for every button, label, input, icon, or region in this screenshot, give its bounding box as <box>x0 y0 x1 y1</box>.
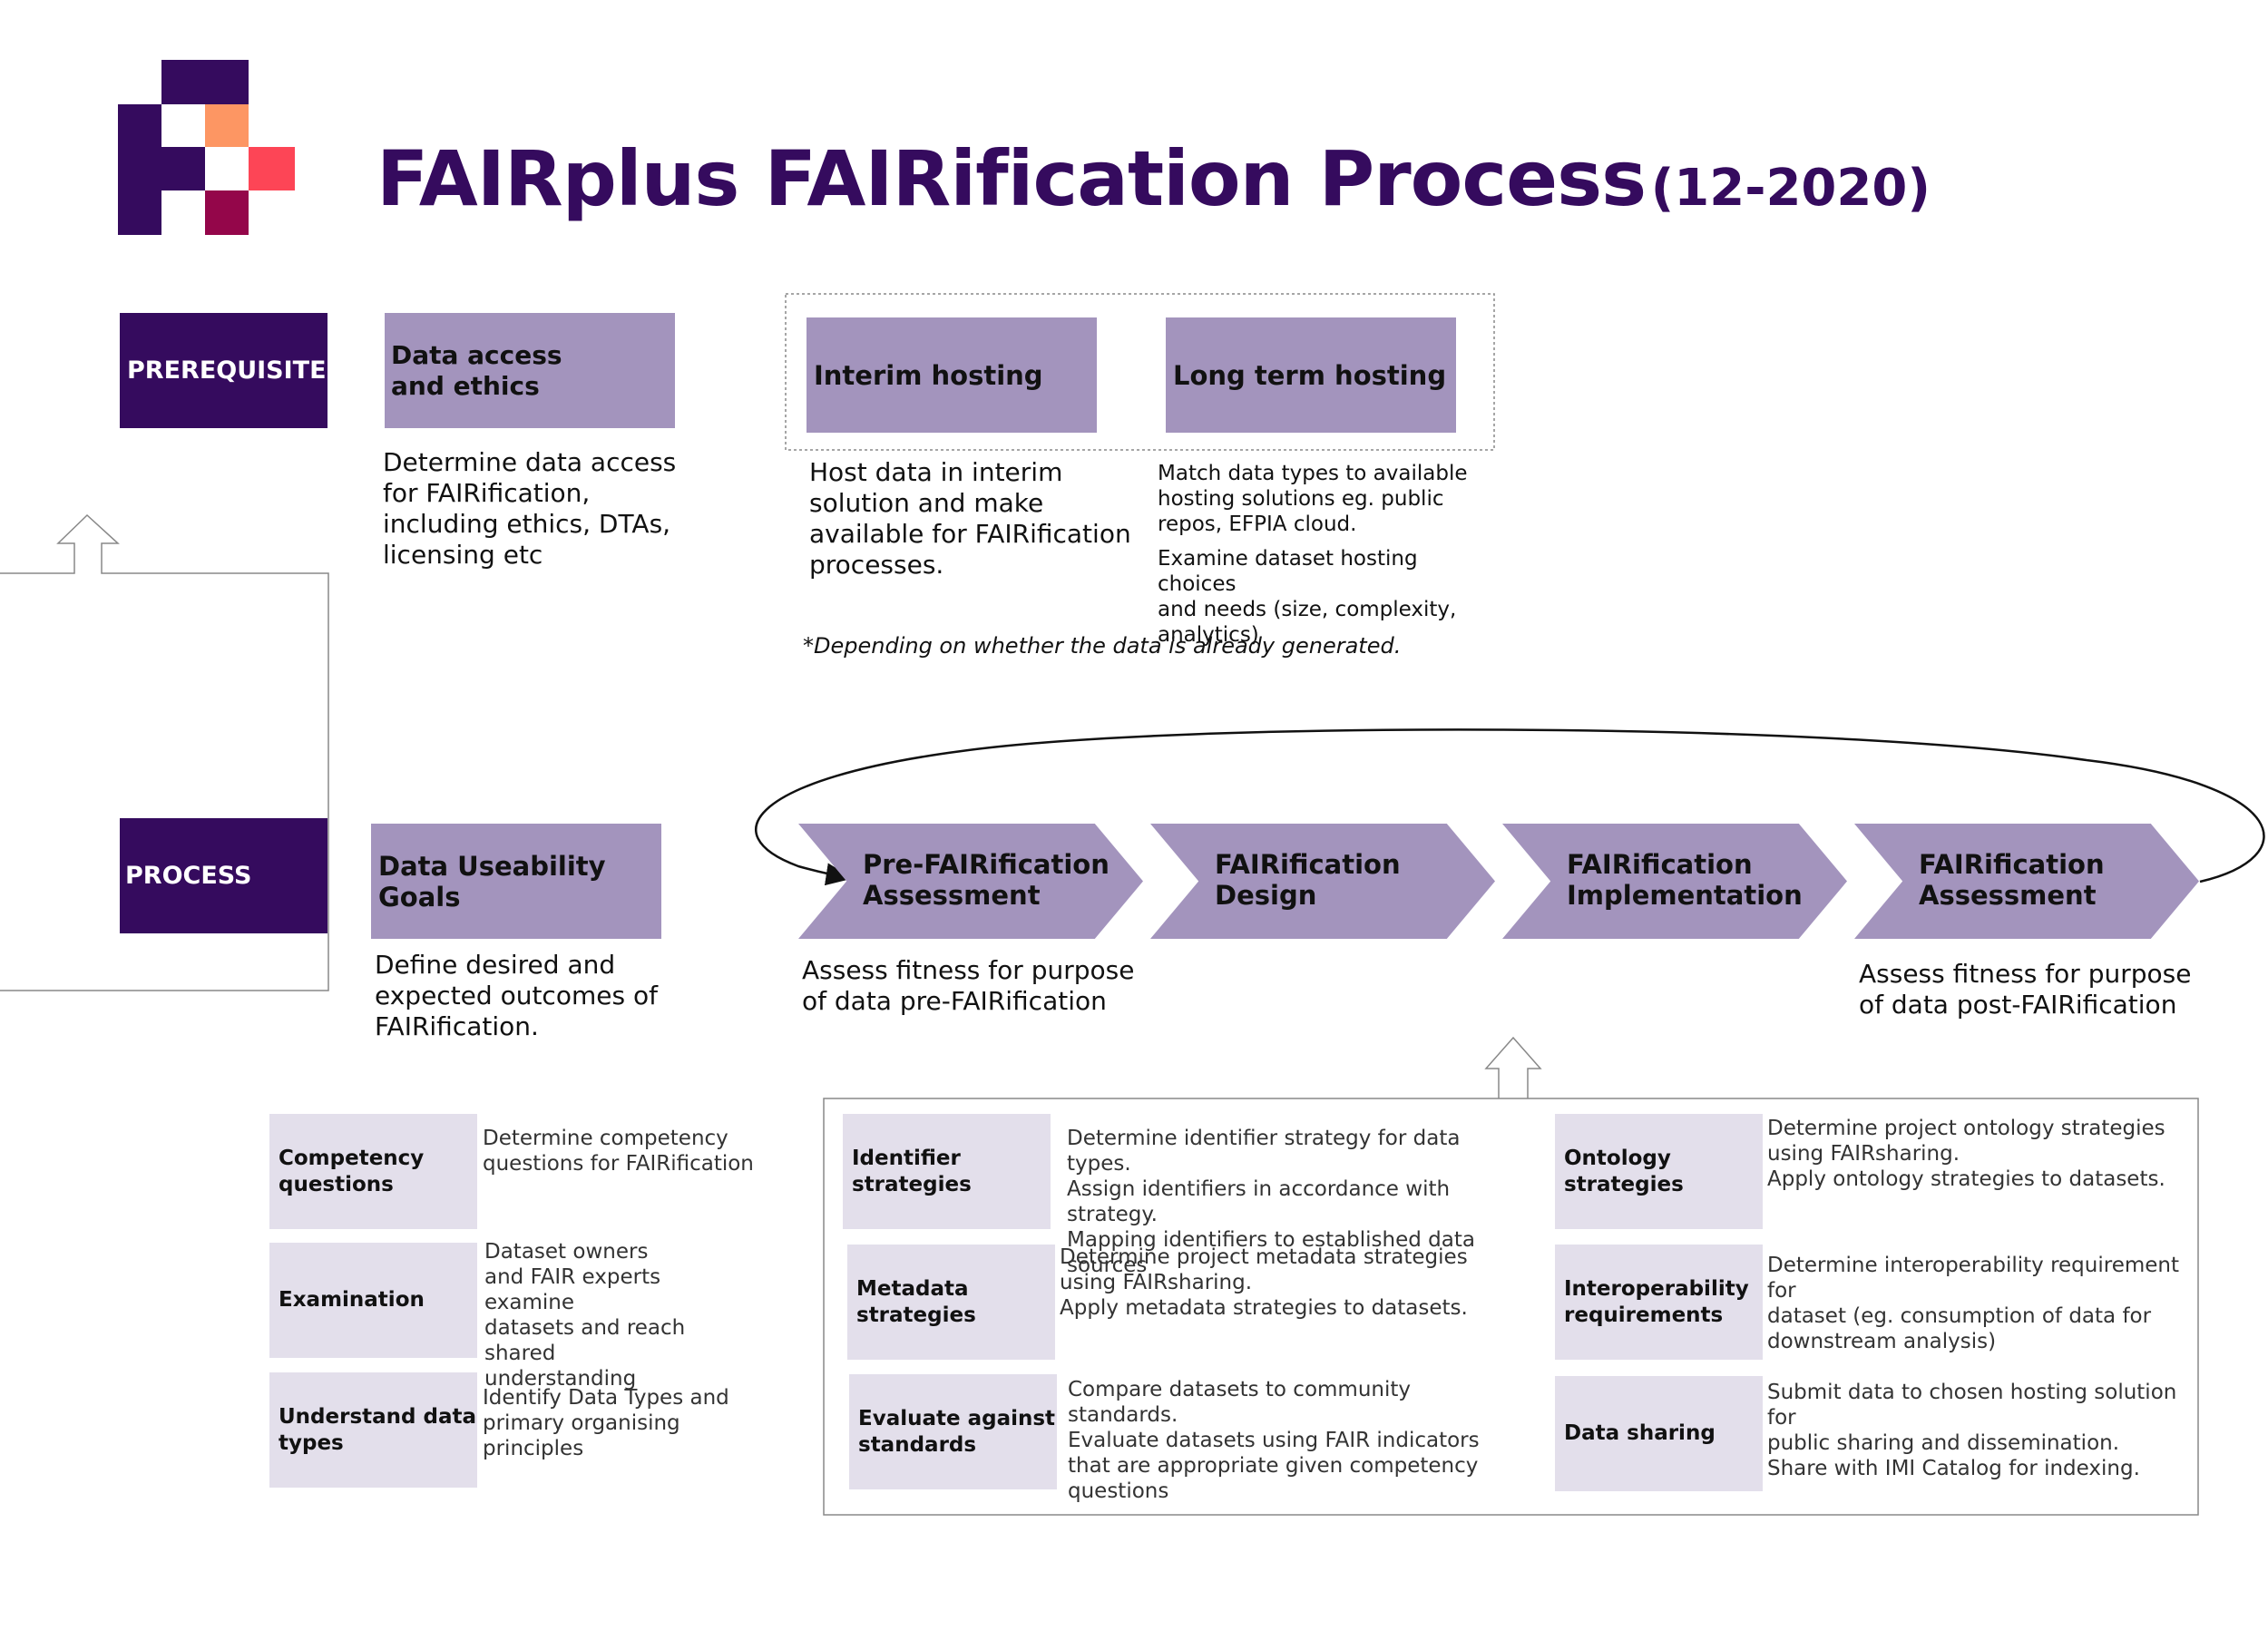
interoperability-requirements-title: Interoperability requirements <box>1564 1276 1749 1327</box>
hosting-group-border <box>785 293 1495 451</box>
process-label: PROCESS <box>120 818 327 933</box>
post-assessment-desc: Assess fitness for purpose of data post-… <box>1859 959 2192 1020</box>
fairplus-logo <box>118 60 295 235</box>
identifier-strategies-desc: Determine identifier strategy for data t… <box>1067 1127 1475 1277</box>
understand-data-types-title: Understand data types <box>279 1404 477 1455</box>
pre-assessment-desc: Assess fitness for purpose of data pre-F… <box>802 955 1135 1016</box>
step-fairification-assessment <box>1854 824 2199 939</box>
evaluate-against-standards-title: Evaluate against standards <box>858 1406 1056 1457</box>
interim-hosting-desc: Host data in interim solution and make a… <box>809 457 1131 580</box>
data-sharing-title: Data sharing <box>1564 1421 1716 1445</box>
evaluate-against-standards-box: Evaluate against standards <box>849 1374 1057 1489</box>
page-title: FAIRplus FAIRification Process (12-2020) <box>376 134 1931 223</box>
data-useability-goals-box: Data Useability Goals <box>371 824 661 939</box>
title-main: FAIRplus FAIRification Process <box>376 134 1647 223</box>
metadata-strategies-box: Metadata strategies <box>847 1245 1055 1360</box>
logo-block-red <box>249 147 295 190</box>
ontology-strategies-title: Ontology strategies <box>1564 1146 1684 1196</box>
examination-box: Examination <box>269 1243 477 1358</box>
step-fairification-implementation <box>1502 824 1847 939</box>
step-fairification-assessment-label: FAIRification Assessment <box>1919 849 2105 911</box>
understand-data-types-desc: Identify Data Types and primary organisi… <box>483 1386 729 1460</box>
process-to-prerequisites-connector <box>0 513 329 991</box>
step-fairification-design-label: FAIRification Design <box>1215 849 1401 911</box>
identifier-strategies-title: Identifier strategies <box>852 1146 972 1196</box>
title-date: (12-2020) <box>1650 159 1931 218</box>
implementation-details-border <box>823 1098 2199 1516</box>
step-pre-fairification-assessment-label: Pre-FAIRification Assessment <box>863 849 1110 911</box>
prerequisites-label: PREREQUISITES <box>120 313 344 428</box>
data-sharing-desc: Submit data to chosen hosting solution f… <box>1767 1381 2177 1480</box>
interim-hosting-box: Interim hosting <box>807 317 1097 433</box>
step-fairification-design <box>1150 824 1495 939</box>
data-access-box: Data access and ethics <box>385 313 675 428</box>
implementation-up-arrow <box>1484 1036 1542 1098</box>
competency-questions-title: Competency questions <box>279 1146 425 1196</box>
understand-data-types-box: Understand data types <box>269 1372 477 1488</box>
interoperability-requirements-desc: Determine interoperability requirement f… <box>1767 1254 2180 1353</box>
logo-block-crimson <box>205 190 249 235</box>
logo-block-orange <box>205 104 249 147</box>
data-sharing-box: Data sharing <box>1555 1376 1763 1491</box>
evaluate-against-standards-desc: Compare datasets to community standards.… <box>1068 1378 1480 1503</box>
logo-block-mid <box>161 147 205 190</box>
metadata-strategies-title: Metadata strategies <box>856 1276 976 1327</box>
data-access-desc: Determine data access for FAIRification,… <box>383 447 677 570</box>
competency-questions-desc: Determine competency questions for FAIRi… <box>483 1127 754 1176</box>
competency-questions-box: Competency questions <box>269 1114 477 1229</box>
examination-title: Examination <box>279 1288 425 1312</box>
long-term-hosting-box: Long term hosting <box>1166 317 1456 433</box>
metadata-strategies-desc: Determine project metadata strategies us… <box>1060 1245 1468 1320</box>
step-fairification-implementation-label: FAIRification Implementation <box>1567 849 1803 911</box>
hosting-note: *Depending on whether the data is alread… <box>803 633 1402 659</box>
feedback-loop <box>755 728 2265 886</box>
interoperability-requirements-box: Interoperability requirements <box>1555 1245 1763 1360</box>
long-term-hosting-desc-1: Match data types to available hosting so… <box>1158 462 1468 536</box>
ontology-strategies-box: Ontology strategies <box>1555 1114 1763 1229</box>
identifier-strategies-box: Identifier strategies <box>843 1114 1051 1229</box>
step-pre-fairification-assessment <box>798 824 1143 939</box>
data-useability-goals-desc: Define desired and expected outcomes of … <box>375 950 658 1041</box>
examination-desc: Dataset owners and FAIR experts examine … <box>484 1240 686 1391</box>
long-term-hosting-desc-2: Examine dataset hosting choices and need… <box>1158 547 1457 647</box>
ontology-strategies-desc: Determine project ontology strategies us… <box>1767 1117 2165 1191</box>
logo-block-top <box>161 60 249 104</box>
logo-block-left <box>118 104 161 235</box>
